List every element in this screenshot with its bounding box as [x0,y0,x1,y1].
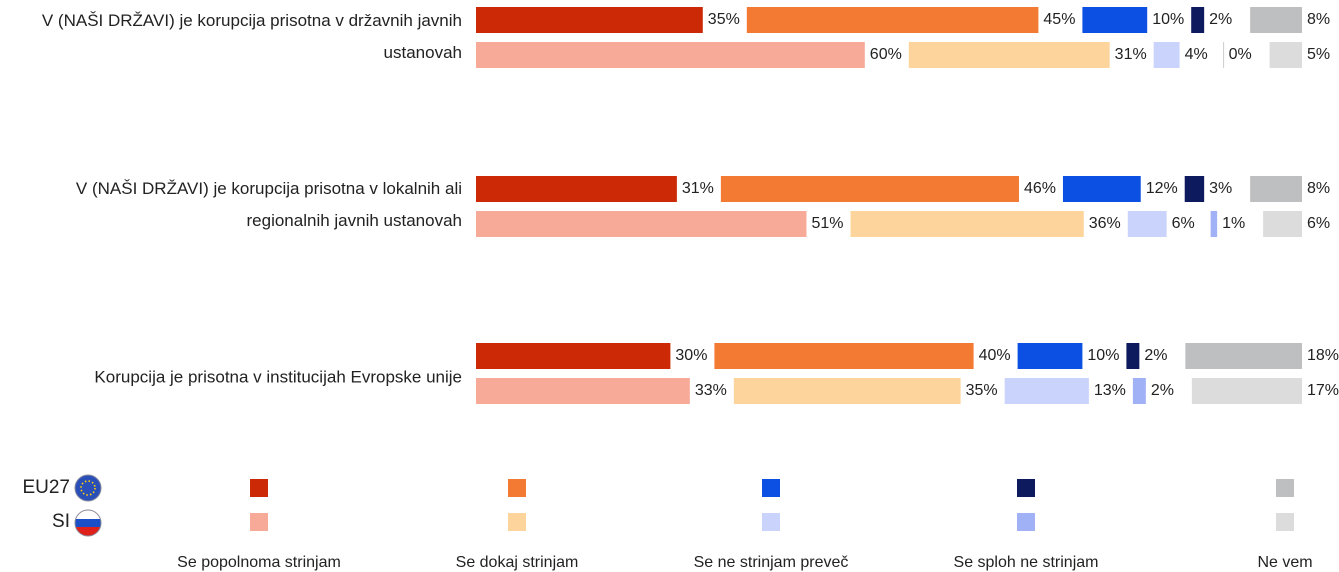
value-label: 5% [1307,46,1330,63]
legend-label: Se popolnoma strinjam [177,554,341,571]
bar-segment [746,7,1039,33]
bar-segment [476,7,703,33]
value-label: 10% [1087,347,1119,364]
legend-swatch [762,479,780,497]
value-label: 0% [1229,46,1252,63]
value-label: 2% [1144,347,1167,364]
bar-segment [1263,211,1302,237]
si-flag [74,509,102,537]
group-label: SI [52,511,70,532]
value-label: 31% [1115,46,1147,63]
value-label: 33% [695,382,727,399]
value-label: 60% [870,46,902,63]
value-label: 10% [1152,11,1184,28]
legend-swatch [1276,513,1294,531]
category-label: V (NAŠI DRŽAVI) je korupcija prisotna v … [42,11,462,62]
eu-flag [74,474,102,502]
legend-label: Ne vem [1257,554,1312,571]
value-label: 2% [1209,11,1232,28]
legend-label: Se sploh ne strinjam [954,554,1099,571]
legend-swatch [250,479,268,497]
bar-segment [1210,211,1218,237]
bar-segment [1153,42,1180,68]
bar-segment [1250,176,1302,202]
legend-swatch [250,513,268,531]
bar-segment [1082,7,1148,33]
bar-segment [720,176,1019,202]
legend-label: Se ne strinjam preveč [694,554,849,571]
bar-segment [1127,211,1167,237]
bar-segment [1185,343,1302,369]
bar-segment [1004,378,1089,404]
bar-segment [1191,378,1302,404]
bar-segment [733,378,961,404]
legend-swatch [762,513,780,531]
value-label: 13% [1094,382,1126,399]
bar-segment [476,42,865,68]
value-label: 40% [979,347,1011,364]
bar-segment [1269,42,1302,68]
bar-segment [714,343,974,369]
legend-swatch [508,479,526,497]
value-label: 6% [1172,215,1195,232]
value-label: 18% [1307,347,1339,364]
value-label: 51% [811,215,843,232]
bar-segment [476,211,807,237]
bar-segment [1017,343,1083,369]
value-label: 12% [1146,180,1178,197]
value-label: 46% [1024,180,1056,197]
group-label: EU27 [22,477,70,498]
bar-segment [1184,176,1205,202]
value-label: 4% [1185,46,1208,63]
value-label: 35% [708,11,740,28]
value-label: 6% [1307,215,1330,232]
value-label: 35% [966,382,998,399]
bar-segment [1126,343,1140,369]
legend-swatch [508,513,526,531]
value-label: 30% [675,347,707,364]
bar-segment [908,42,1110,68]
value-label: 1% [1222,215,1245,232]
value-label: 8% [1307,180,1330,197]
value-label: 3% [1209,180,1232,197]
value-label: 2% [1151,382,1174,399]
value-label: 36% [1089,215,1121,232]
bar-segment [476,176,677,202]
bar-segment [850,211,1084,237]
bar-segment [1191,7,1205,33]
legend-label: Se dokaj strinjam [456,554,579,571]
legend-swatch [1017,513,1035,531]
value-label: 45% [1043,11,1075,28]
bar-segment [1062,176,1141,202]
legend-swatch [1276,479,1294,497]
bar-segment [476,378,690,404]
category-label: V (NAŠI DRŽAVI) je korupcija prisotna v … [76,179,462,230]
bar-segment [1132,378,1146,404]
legend-swatch [1017,479,1035,497]
value-label: 8% [1307,11,1330,28]
value-label: 31% [682,180,714,197]
bar-segment [1250,7,1302,33]
bar-segment [476,343,671,369]
category-label: Korupcija je prisotna v institucijah Evr… [94,367,462,386]
value-label: 17% [1307,382,1339,399]
